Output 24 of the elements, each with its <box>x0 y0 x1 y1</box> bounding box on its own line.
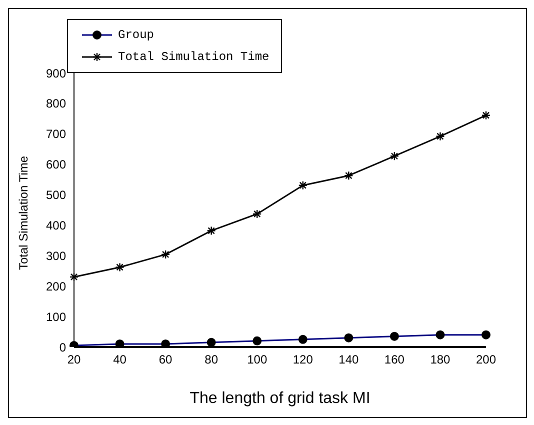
x-tick-label: 60 <box>158 352 173 367</box>
y-tick-label: 700 <box>46 127 66 142</box>
y-tick-label: 800 <box>46 96 66 111</box>
y-tick-label: 300 <box>46 248 66 263</box>
x-tick-label: 20 <box>67 352 81 367</box>
x-tick-label: 100 <box>247 352 268 367</box>
legend-label: Group <box>118 28 154 42</box>
x-tick-label: 120 <box>292 352 314 367</box>
y-tick-label: 100 <box>46 310 66 324</box>
x-tick-label: 180 <box>430 352 451 367</box>
legend-label: Total Simulation Time <box>118 50 270 64</box>
y-tick-label: 0 <box>59 340 66 354</box>
y-tick-label: 400 <box>46 218 66 232</box>
x-tick-label: 160 <box>384 352 405 367</box>
x-tick-label: 200 <box>476 352 496 367</box>
x-axis-title: The length of grid task MI <box>190 390 370 407</box>
x-tick-label: 140 <box>338 352 359 367</box>
y-axis-title: Total Simulation Time <box>16 156 30 270</box>
y-tick-label: 500 <box>46 188 66 202</box>
y-tick-label: 600 <box>46 158 66 172</box>
x-tick-label: 80 <box>204 352 218 367</box>
x-tick-label: 40 <box>113 352 127 367</box>
y-tick-label: 900 <box>46 66 66 80</box>
y-tick-label: 200 <box>46 279 66 294</box>
